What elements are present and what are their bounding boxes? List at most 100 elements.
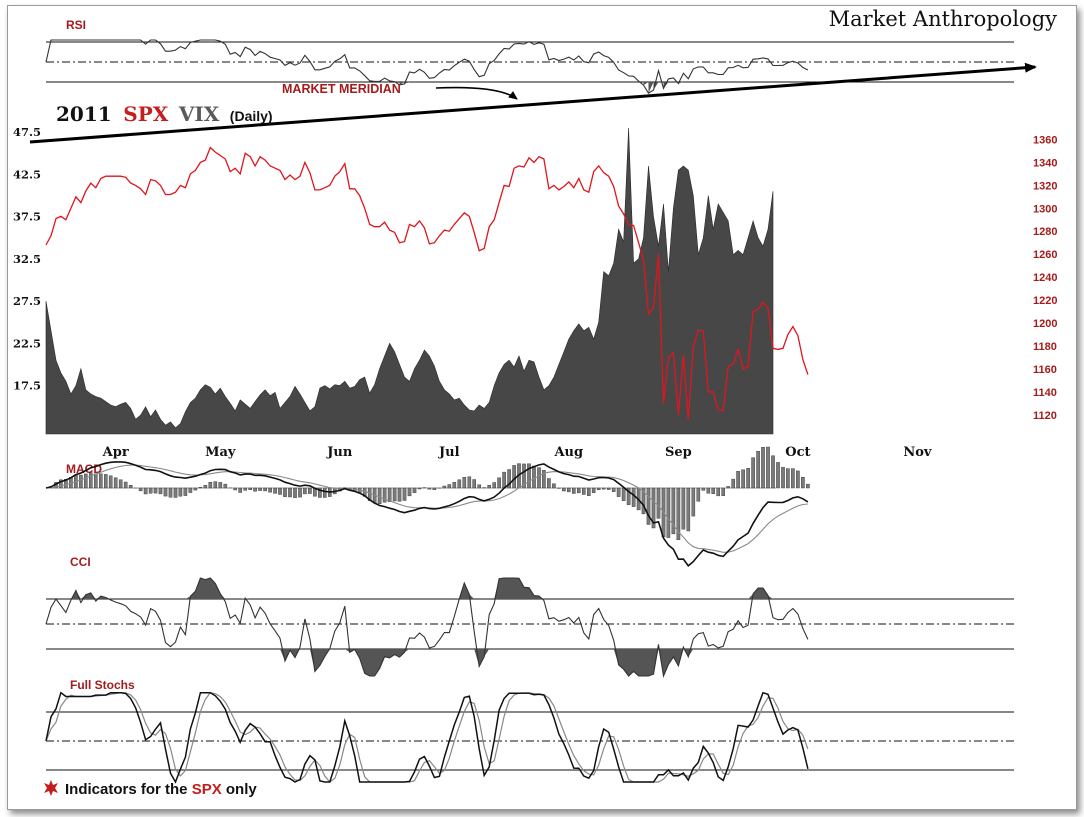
spx-tick-label: 1340 — [1033, 157, 1057, 169]
spx-line-series — [45, 146, 809, 420]
macd-histogram-bar — [143, 487, 148, 495]
macd-histogram-bar — [487, 485, 492, 489]
macd-histogram-bar — [701, 487, 706, 491]
cci-line — [45, 577, 809, 678]
macd-histogram-bar — [303, 487, 307, 495]
stochastics-panel: Full Stochs — [45, 678, 1014, 784]
macd-histogram-bar — [382, 487, 387, 503]
macd-histogram-bar — [263, 487, 267, 492]
macd-histogram-bar — [492, 482, 497, 489]
macd-histogram-bar — [293, 487, 297, 498]
macd-histogram-bar — [323, 487, 327, 498]
macd-histogram-bar — [203, 485, 208, 489]
rsi-title: RSI — [66, 18, 86, 32]
macd-histogram-bar — [79, 474, 83, 489]
macd-histogram-bar — [512, 465, 516, 489]
macd-histogram-bar — [467, 476, 472, 489]
macd-histogram-bar — [711, 487, 715, 494]
vix-axis-ticks: 47.5 42.5 37.5 32.5 27.5 22.5 17.5 — [13, 125, 41, 392]
macd-histogram-bar — [776, 462, 780, 489]
month-tick-label: Jun — [326, 445, 353, 460]
spx-tick-label: 1140 — [1033, 387, 1057, 399]
macd-histogram-bar — [796, 470, 800, 489]
macd-histogram-bar — [646, 487, 651, 525]
macd-histogram-bar — [128, 485, 133, 489]
macd-histogram-bar — [641, 487, 646, 515]
title-freq: (Daily) — [230, 108, 273, 124]
macd-histogram-bar — [268, 487, 272, 493]
macd-histogram-bar — [387, 487, 392, 503]
spx-tick-label: 1360 — [1033, 135, 1057, 147]
macd-histogram-bar — [631, 487, 636, 507]
macd-histogram-bar — [691, 487, 696, 517]
macd-title: MACD — [66, 462, 102, 476]
macd-histogram-bar — [472, 479, 477, 489]
macd-histogram-bar — [148, 487, 153, 494]
macd-histogram-bar — [726, 486, 730, 489]
macd-histogram-bar — [611, 487, 616, 492]
macd-histogram-bar — [731, 478, 735, 489]
macd-histogram-bar — [587, 487, 591, 497]
macd-histogram-bar — [218, 482, 223, 489]
macd-histogram-bar — [651, 487, 656, 529]
macd-histogram-bar — [462, 477, 467, 489]
macd-histogram-bar — [108, 475, 113, 489]
cci-panel: CCI — [45, 555, 1014, 678]
macd-histogram-bar — [686, 487, 691, 532]
macd-histogram-bar — [502, 471, 506, 489]
macd-histogram-bar — [736, 471, 740, 489]
vix-tick-label: 32.5 — [13, 252, 41, 266]
macd-histogram-bar — [457, 479, 462, 489]
main-title: 2011 SPX VIX (Daily) — [56, 102, 273, 126]
macd-histogram-bar — [318, 487, 322, 498]
macd-histogram-bar — [656, 487, 661, 519]
brand-title: Market Anthropology — [829, 7, 1058, 31]
macd-histogram-bar — [59, 479, 63, 489]
spx-tick-label: 1200 — [1033, 318, 1057, 330]
macd-histogram-bar — [223, 483, 228, 489]
vix-tick-label: 22.5 — [13, 336, 41, 350]
macd-histogram-bar — [123, 481, 128, 489]
macd-histogram-bar — [601, 487, 606, 490]
macd-histogram-bar — [288, 487, 292, 498]
spx-tick-label: 1160 — [1033, 364, 1057, 376]
macd-histogram-bar — [786, 468, 790, 489]
macd-histogram-bar — [248, 487, 253, 490]
macd-histogram-bar — [621, 487, 626, 502]
market-meridian-label: MARKET MERIDIAN — [282, 82, 401, 96]
macd-histogram-bar — [417, 487, 422, 490]
spx-tick-label: 1240 — [1033, 272, 1057, 284]
macd-histogram-bar — [681, 487, 686, 530]
macd-histogram-bar — [626, 487, 631, 505]
footnote: Indicators for the SPX only — [44, 780, 257, 798]
macd-histogram-bar — [377, 487, 382, 504]
macd-histogram-bar — [93, 473, 98, 489]
macd-histogram-bar — [153, 487, 158, 494]
month-tick-label: Jul — [438, 445, 460, 460]
macd-histogram-bar — [173, 487, 178, 498]
macd-histogram-bar — [716, 487, 720, 497]
vix-area-series — [45, 127, 774, 435]
macd-histogram-bar — [118, 479, 123, 489]
macd-histogram-bar — [298, 487, 302, 498]
macd-histogram-bar — [442, 485, 447, 489]
month-tick-label: May — [205, 445, 236, 460]
macd-histogram-bar — [253, 487, 257, 492]
macd-histogram-bar — [477, 484, 482, 489]
vix-tick-label: 17.5 — [13, 379, 41, 393]
macd-histogram-bar — [233, 487, 238, 491]
macd-histogram-bar — [527, 463, 531, 489]
macd-histogram-bar — [407, 487, 412, 497]
macd-histogram-bar — [761, 447, 765, 489]
macd-histogram-bar — [238, 487, 243, 493]
macd-histogram-bar — [567, 487, 571, 493]
macd-histogram-bar — [746, 468, 750, 489]
macd-histogram-bar — [756, 451, 760, 489]
macd-histogram-bar — [178, 487, 183, 497]
footnote-suffix: only — [222, 781, 258, 798]
macd-histogram-bar — [721, 487, 725, 497]
macd-histogram-bar — [591, 487, 596, 494]
macd-histogram-bar — [183, 487, 188, 496]
macd-histogram-bar — [273, 487, 277, 494]
